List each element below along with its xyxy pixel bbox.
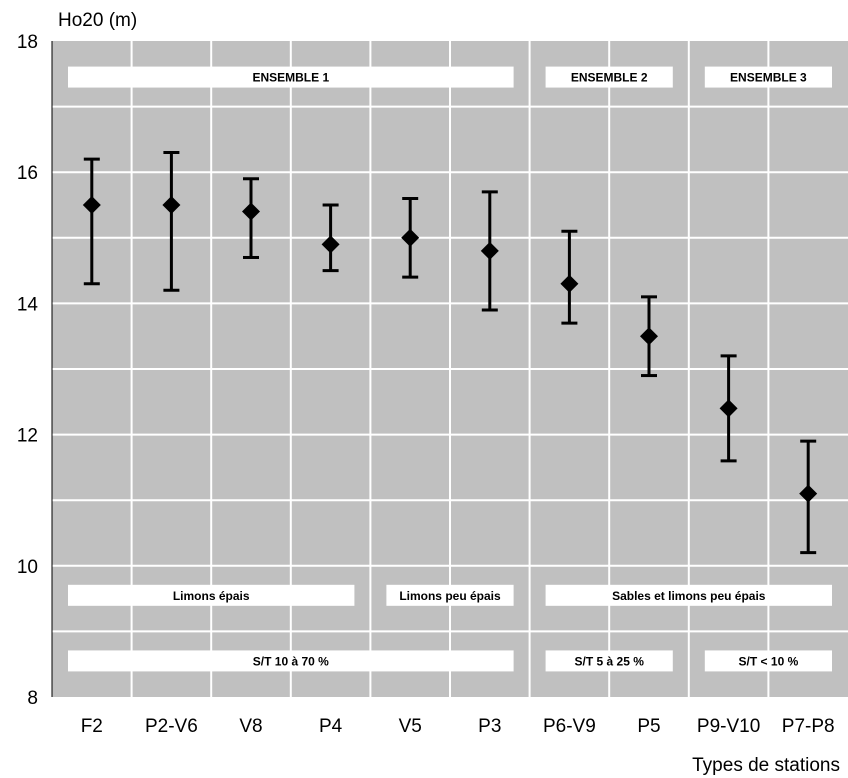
band-box [386, 584, 514, 606]
band-label: Limons peu épais [399, 589, 501, 603]
y-tick-label: 8 [27, 688, 38, 709]
band-label: ENSEMBLE 1 [252, 71, 329, 85]
mean-marker [242, 202, 260, 221]
band-box [68, 650, 514, 672]
y-tick-label: 12 [17, 426, 38, 447]
x-tick-label: P4 [319, 716, 343, 737]
band-label: Limons épais [173, 589, 250, 603]
mean-marker [480, 241, 499, 260]
x-tick-label: P3 [478, 716, 501, 737]
x-tick-label: P7-P8 [782, 716, 835, 737]
y-tick-label: 14 [17, 294, 39, 315]
mean-marker [640, 327, 658, 346]
y-tick-label: 10 [17, 557, 38, 578]
mean-marker [162, 196, 181, 214]
mean-marker [560, 274, 579, 293]
y-tick-label: 16 [17, 163, 38, 184]
band-box [545, 66, 673, 88]
band-label: S/T 10 à 70 % [253, 654, 329, 668]
x-tick-label: P9-V10 [697, 716, 760, 737]
band-box [545, 584, 832, 606]
band-label: ENSEMBLE 2 [571, 71, 648, 85]
x-tick-label: P2-V6 [145, 716, 198, 737]
y-tick-label: 18 [17, 32, 38, 53]
band-box [704, 650, 832, 672]
x-tick-label: P5 [637, 716, 660, 737]
band-label: S/T 5 à 25 % [575, 654, 645, 668]
band-box [545, 650, 673, 672]
x-tick-label: P6-V9 [543, 716, 596, 737]
mean-marker [82, 196, 101, 214]
x-axis-label: Types de stations [692, 755, 840, 776]
band-label: Sables et limons peu épais [612, 589, 766, 603]
band-box [68, 584, 355, 606]
mean-marker [799, 484, 818, 503]
x-tick-label: V5 [399, 716, 422, 737]
y-axis-label: Ho20 (m) [58, 10, 137, 31]
band-box [68, 66, 514, 88]
x-tick-label: V8 [239, 716, 262, 737]
mean-marker [321, 235, 340, 254]
band-label: S/T < 10 % [739, 654, 799, 668]
mean-marker [719, 399, 738, 418]
mean-marker [401, 228, 420, 247]
plot-area: 8 10 12 14 16 18 F2 P2-V6 V8 P4 V5 P3 P6-V9 P5 P9-V10 P… [17, 32, 848, 737]
band-label: ENSEMBLE 3 [730, 71, 807, 85]
x-tick-label: F2 [81, 716, 103, 737]
band-box [704, 66, 832, 88]
